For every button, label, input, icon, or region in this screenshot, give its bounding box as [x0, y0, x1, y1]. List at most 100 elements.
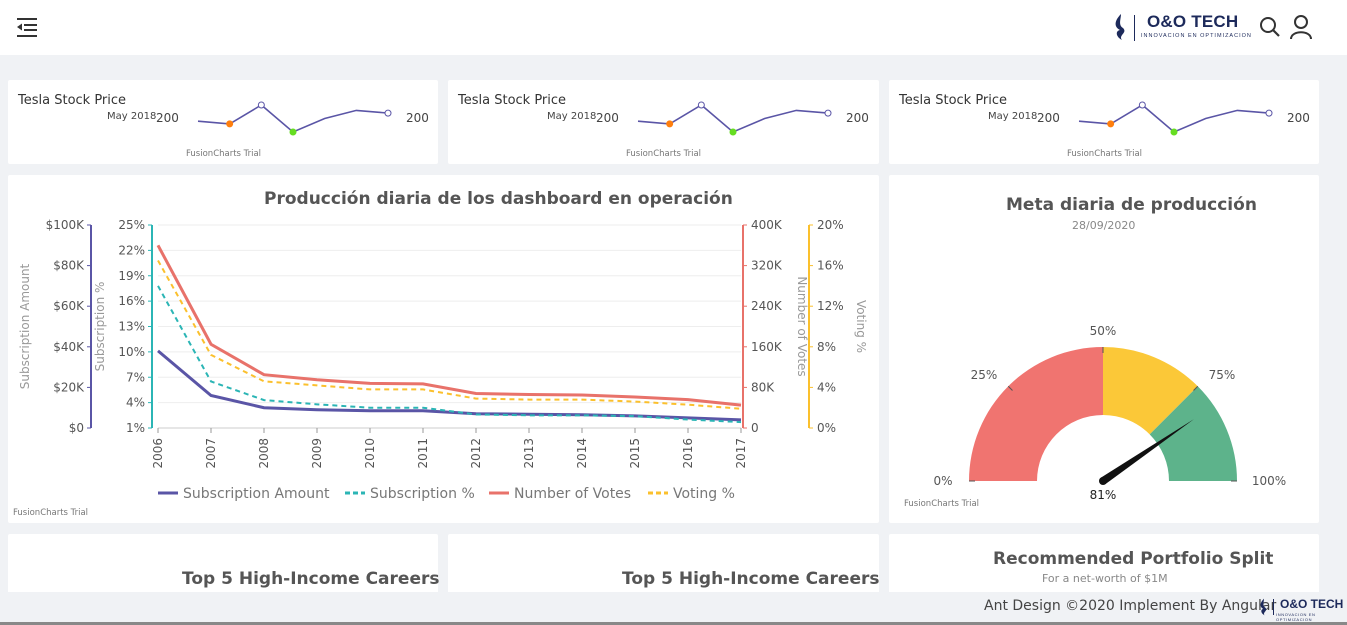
- gauge-scale-label: 0%: [933, 474, 952, 488]
- sparkline-point: [1265, 109, 1273, 117]
- y-axis-tick-label: 16%: [118, 294, 145, 308]
- search-icon[interactable]: [1259, 16, 1281, 38]
- gauge-scale-label: 75%: [1209, 368, 1236, 382]
- portfolio-title: Recommended Portfolio Split: [993, 549, 1274, 569]
- series-line: [157, 260, 742, 410]
- sparkline-open-label: May 2018: [547, 111, 597, 122]
- x-axis-tick-label: 2006: [151, 438, 165, 469]
- gauge-tick: [1007, 385, 1013, 391]
- y-axis-tick-label: 7%: [126, 370, 145, 384]
- chart-trial-watermark: FusionCharts Trial: [904, 499, 980, 509]
- chart-trial-watermark: FusionCharts Trial: [13, 508, 89, 518]
- chart-trial-watermark: FusionCharts Trial: [626, 149, 702, 159]
- gauge-value-label: 81%: [1090, 488, 1117, 502]
- y-axis-tick-label: 4%: [126, 396, 145, 410]
- y-axis-tick-label: 20%: [817, 218, 844, 232]
- gauge-scale-label: 100%: [1252, 474, 1286, 488]
- y-axis-tick-label: 320K: [751, 259, 783, 273]
- gauge-pivot: [1099, 477, 1107, 485]
- y-axis-title: Subscription %: [93, 282, 107, 372]
- y-axis-tick-label: 240K: [751, 299, 783, 313]
- menu-fold-icon[interactable]: [14, 15, 40, 39]
- x-axis-tick-label: 2008: [257, 438, 271, 469]
- sparkline-chart: [637, 101, 832, 136]
- footer-brand-tagline: INNOVACION EN OPTIMIZACION: [1276, 612, 1316, 622]
- top-bar: O&O TECH INNOVACION EN OPTIMIZACION: [0, 0, 1347, 55]
- production-chart-card: Producción diaria de los dashboard en op…: [8, 175, 879, 523]
- brand-divider: [1134, 15, 1135, 41]
- user-icon[interactable]: [1289, 14, 1313, 40]
- y-axis-tick-label: $20K: [53, 380, 85, 394]
- gauge-band: [1103, 347, 1198, 435]
- x-axis-tick-label: 2012: [469, 438, 483, 469]
- brand-tagline: INNOVACION EN OPTIMIZACION: [1141, 33, 1252, 39]
- portfolio-subtitle: For a net-worth of $1M: [1042, 572, 1168, 585]
- y-axis-tick-label: 16%: [817, 259, 844, 273]
- legend-label: Subscription %: [370, 486, 475, 502]
- x-axis-tick-label: 2016: [681, 438, 695, 469]
- y-axis-tick-label: 12%: [817, 299, 844, 313]
- series-line: [156, 244, 742, 407]
- x-axis-tick-label: 2014: [575, 438, 589, 469]
- x-axis-tick-label: 2017: [734, 438, 748, 469]
- series-line: [157, 285, 742, 424]
- y-axis-tick-label: 22%: [118, 243, 145, 257]
- sparkline-close-value: 200: [846, 111, 869, 125]
- sparkline-title: Tesla Stock Price: [458, 93, 567, 108]
- y-axis-tick-label: 8%: [817, 340, 836, 354]
- sparkline-point: [257, 101, 265, 109]
- angular-gauge: 0% 25% 50% 75% 100% 81%: [933, 324, 1286, 502]
- sparkline-line: [1078, 104, 1270, 133]
- x-axis-tick-label: 2009: [310, 438, 324, 469]
- gauge-scale-label: 25%: [971, 368, 998, 382]
- y-axis-tick-label: $60K: [53, 299, 85, 313]
- legend-label: Number of Votes: [514, 486, 631, 502]
- gauge-date: 28/09/2020: [1072, 219, 1136, 232]
- y-axis-title: Subscription Amount: [18, 263, 32, 389]
- gauge-tick: [1193, 385, 1199, 391]
- sparkline-close-value: 200: [406, 111, 429, 125]
- y-axis-tick-label: 1%: [126, 421, 145, 435]
- brand-logo-icon: [1260, 598, 1267, 616]
- y-axis-tick-label: 13%: [118, 320, 145, 334]
- sparkline-line: [637, 104, 829, 133]
- gauge-scale-label: 50%: [1090, 324, 1117, 338]
- y-axis-tick-label: 25%: [118, 218, 145, 232]
- y-axis-tick-label: 160K: [751, 340, 783, 354]
- careers-title: Top 5 High-Income Careers: [182, 569, 440, 589]
- x-axis-tick-label: 2013: [522, 438, 536, 469]
- sparkline-point: [289, 128, 297, 136]
- careers-title: Top 5 High-Income Careers: [622, 569, 880, 589]
- sparkline-title: Tesla Stock Price: [899, 93, 1008, 108]
- sparkline-point: [824, 109, 832, 117]
- gauge-title: Meta diaria de producción: [1006, 195, 1257, 215]
- y-axis-tick-label: 4%: [817, 380, 836, 394]
- y-axis-tick-label: 19%: [118, 269, 145, 283]
- brand-logo-icon: [1115, 14, 1125, 40]
- gauge-needle: [1100, 419, 1194, 485]
- y-axis-tick-label: $100K: [46, 218, 86, 232]
- y-axis-title: Number of Votes: [795, 276, 809, 376]
- x-axis-tick-label: 2011: [416, 438, 430, 469]
- bottom-border: [0, 622, 1347, 625]
- x-axis-tick-label: 2015: [628, 438, 642, 469]
- y-axis-title: Voting %: [854, 300, 868, 353]
- footer-brand-name: O&O TECH: [1280, 597, 1344, 611]
- sparkline-point: [697, 101, 705, 109]
- y-axis-tick-label: $80K: [53, 259, 85, 273]
- y-axis-tick-label: 0: [751, 421, 759, 435]
- sparkline-line: [197, 104, 389, 133]
- multi-axis-line-chart: $0 $20K $40K $60K $80K $100K Subscription Amou…: [18, 218, 868, 502]
- brand-name: O&O TECH: [1147, 12, 1239, 31]
- sparkline-point: [729, 128, 737, 136]
- brand-divider: [1273, 599, 1274, 615]
- legend-label: Voting %: [673, 486, 735, 502]
- sparkline-chart: [197, 101, 392, 136]
- x-axis-tick-label: 2010: [363, 438, 377, 469]
- sparkline-open-value: 200: [156, 111, 179, 125]
- sparkline-card: Tesla Stock Price May 2018 200 200 Fusio…: [448, 80, 879, 164]
- chart-trial-watermark: FusionCharts Trial: [186, 149, 262, 159]
- sparkline-point: [226, 120, 234, 128]
- sparkline-title: Tesla Stock Price: [18, 93, 127, 108]
- sparkline-close-value: 200: [1287, 111, 1310, 125]
